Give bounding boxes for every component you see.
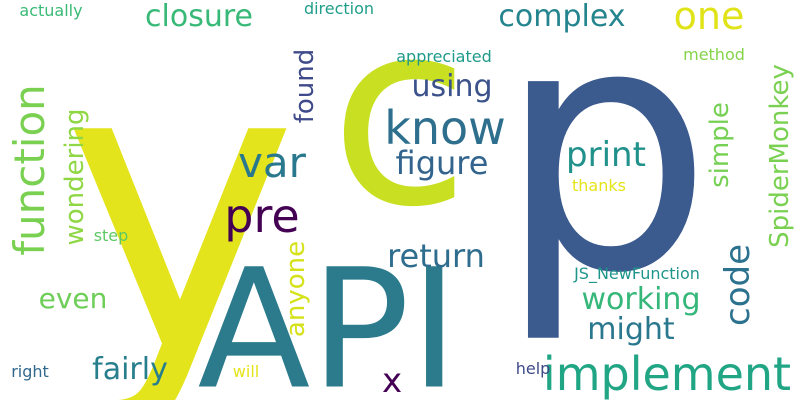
word-even: even <box>38 282 108 315</box>
word-know: know <box>384 101 506 155</box>
word-thanks: thanks <box>572 176 626 195</box>
word-wondering: wondering <box>60 108 90 246</box>
word-print: print <box>566 135 646 175</box>
word-c: c <box>329 0 471 264</box>
word-method: method <box>683 45 745 64</box>
word-return: return <box>387 237 485 275</box>
word-using: using <box>411 69 493 104</box>
word-code: code <box>718 244 758 326</box>
word-p: p <box>497 0 713 348</box>
word-var: var <box>238 138 306 187</box>
word-actually: actually <box>19 1 83 20</box>
word-x: x <box>381 361 403 400</box>
word-step: step <box>93 226 129 245</box>
word-fairly: fairly <box>92 352 168 387</box>
word-spidermonkey: SpiderMonkey <box>765 64 795 248</box>
word-appreciated: appreciated <box>396 47 492 66</box>
word-found: found <box>290 48 320 124</box>
word-pre: pre <box>224 189 300 243</box>
word-closure: closure <box>145 0 253 34</box>
word-working: working <box>581 282 701 317</box>
word-might: might <box>587 312 675 347</box>
word-y: y <box>61 0 299 400</box>
word-figure: figure <box>395 144 489 182</box>
word-api: API <box>197 233 459 400</box>
word-one: one <box>673 0 745 38</box>
word-right: right <box>11 362 49 381</box>
word-js-newfunction: JS_NewFunction <box>574 264 700 283</box>
word-will: will <box>232 362 260 381</box>
word-complex: complex <box>498 0 626 34</box>
word-anyone: anyone <box>281 240 311 338</box>
word-direction: direction <box>303 0 375 18</box>
word-help: help <box>515 359 551 378</box>
word-implement: implement <box>542 347 792 400</box>
word-function: function <box>5 84 54 256</box>
word-simple: simple <box>705 102 735 188</box>
